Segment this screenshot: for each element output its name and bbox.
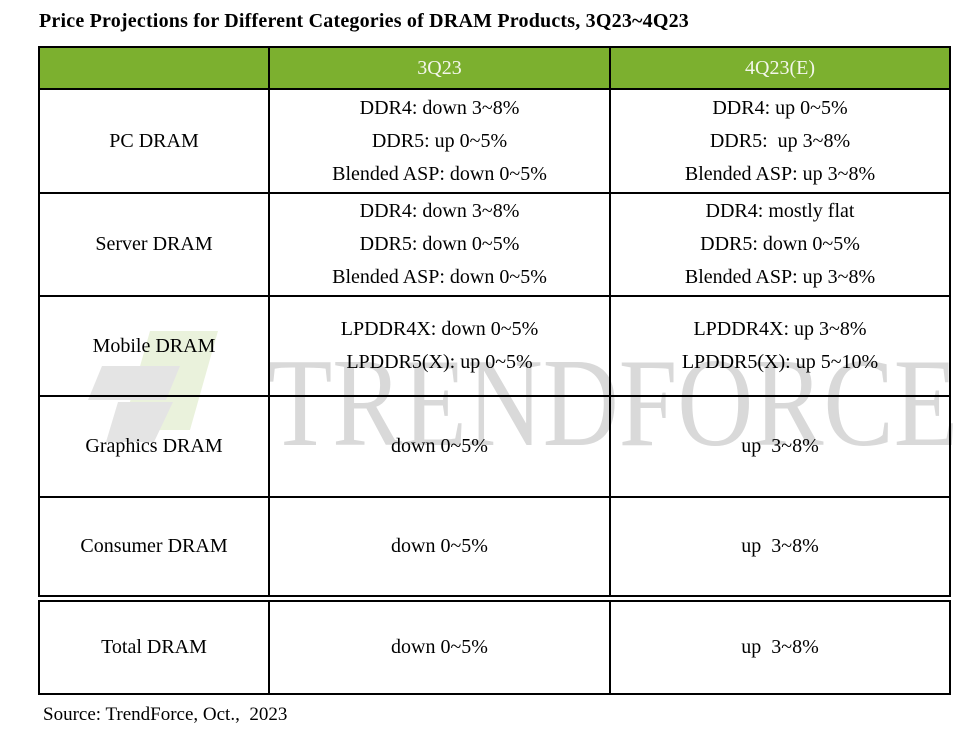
row-category: PC DRAM	[38, 88, 270, 194]
category-label: Consumer DRAM	[80, 534, 228, 557]
column-header-3q23: 3Q23	[268, 46, 611, 90]
cell-4q23e: DDR4: up 0~5% DDR5: up 3~8% Blended ASP:…	[609, 88, 951, 194]
cell-line: up 3~8%	[741, 635, 819, 658]
cell-line: Blended ASP: up 3~8%	[684, 266, 876, 288]
cell-line: DDR4: down 3~8%	[359, 200, 520, 222]
category-label: Graphics DRAM	[85, 435, 223, 457]
cell-4q23e: up 3~8%	[609, 496, 951, 599]
cell-4q23e: DDR4: mostly flat DDR5: down 0~5% Blende…	[609, 192, 951, 297]
cell-line: LPDDR5(X): up 0~5%	[346, 351, 533, 373]
cell-line: DDR4: down 3~8%	[359, 96, 520, 119]
category-label: Server DRAM	[95, 233, 213, 255]
cell-line: down 0~5%	[391, 635, 488, 658]
category-label: PC DRAM	[109, 129, 199, 152]
cell-line: down 0~5%	[391, 435, 488, 457]
cell-line: LPDDR4X: up 3~8%	[693, 318, 867, 340]
cell-4q23e: up 3~8%	[609, 594, 951, 695]
cell-3q23: down 0~5%	[268, 496, 611, 599]
cell-line: down 0~5%	[391, 534, 488, 557]
category-label: Total DRAM	[101, 635, 207, 658]
cell-line: DDR4: up 0~5%	[712, 96, 848, 119]
source-note: Source: TrendForce, Oct., 2023	[43, 704, 288, 725]
table-row-mobile-dram: Mobile DRAM LPDDR4X: down 0~5% LPDDR5(X)…	[38, 295, 951, 397]
table-row-pc-dram: PC DRAM DDR4: down 3~8% DDR5: up 0~5% Bl…	[38, 88, 951, 194]
cell-line: DDR4: mostly flat	[705, 200, 855, 222]
table-row-total-dram: Total DRAM down 0~5% up 3~8%	[38, 594, 951, 695]
column-header-4q23e: 4Q23(E)	[609, 46, 951, 90]
cell-3q23: DDR4: down 3~8% DDR5: down 0~5% Blended …	[268, 192, 611, 297]
cell-line: DDR5: up 3~8%	[709, 129, 851, 152]
cell-3q23: down 0~5%	[268, 395, 611, 498]
row-category: Consumer DRAM	[38, 496, 270, 599]
row-category: Mobile DRAM	[38, 295, 270, 397]
cell-line: Blended ASP: down 0~5%	[332, 162, 547, 185]
cell-3q23: down 0~5%	[268, 594, 611, 695]
page-title: Price Projections for Different Categori…	[39, 10, 689, 32]
cell-line: LPDDR4X: down 0~5%	[340, 318, 539, 340]
cell-line: LPDDR5(X): up 5~10%	[681, 351, 879, 373]
cell-line: up 3~8%	[741, 534, 819, 557]
cell-4q23e: LPDDR4X: up 3~8% LPDDR5(X): up 5~10%	[609, 295, 951, 397]
table-row-consumer-dram: Consumer DRAM down 0~5% up 3~8%	[38, 496, 951, 599]
cell-4q23e: up 3~8%	[609, 395, 951, 498]
cell-line: Blended ASP: down 0~5%	[332, 266, 547, 288]
cell-line: DDR5: down 0~5%	[700, 233, 860, 255]
header-row: 3Q23 4Q23(E)	[38, 46, 951, 90]
cell-line: up 3~8%	[741, 435, 819, 457]
cell-3q23: DDR4: down 3~8% DDR5: up 0~5% Blended AS…	[268, 88, 611, 194]
row-category: Server DRAM	[38, 192, 270, 297]
cell-line: Blended ASP: up 3~8%	[684, 162, 876, 185]
table-row-server-dram: Server DRAM DDR4: down 3~8% DDR5: down 0…	[38, 192, 951, 297]
cell-line: DDR5: down 0~5%	[359, 233, 520, 255]
row-category: Graphics DRAM	[38, 395, 270, 498]
category-label: Mobile DRAM	[92, 334, 216, 357]
column-header-category	[38, 46, 270, 90]
table-row-graphics-dram: Graphics DRAM down 0~5% up 3~8%	[38, 395, 951, 498]
cell-line: DDR5: up 0~5%	[371, 129, 508, 152]
dram-price-table: 3Q23 4Q23(E) PC DRAM DDR4: down 3~8% DDR…	[38, 46, 951, 695]
cell-3q23: LPDDR4X: down 0~5% LPDDR5(X): up 0~5%	[268, 295, 611, 397]
row-category: Total DRAM	[38, 594, 270, 695]
